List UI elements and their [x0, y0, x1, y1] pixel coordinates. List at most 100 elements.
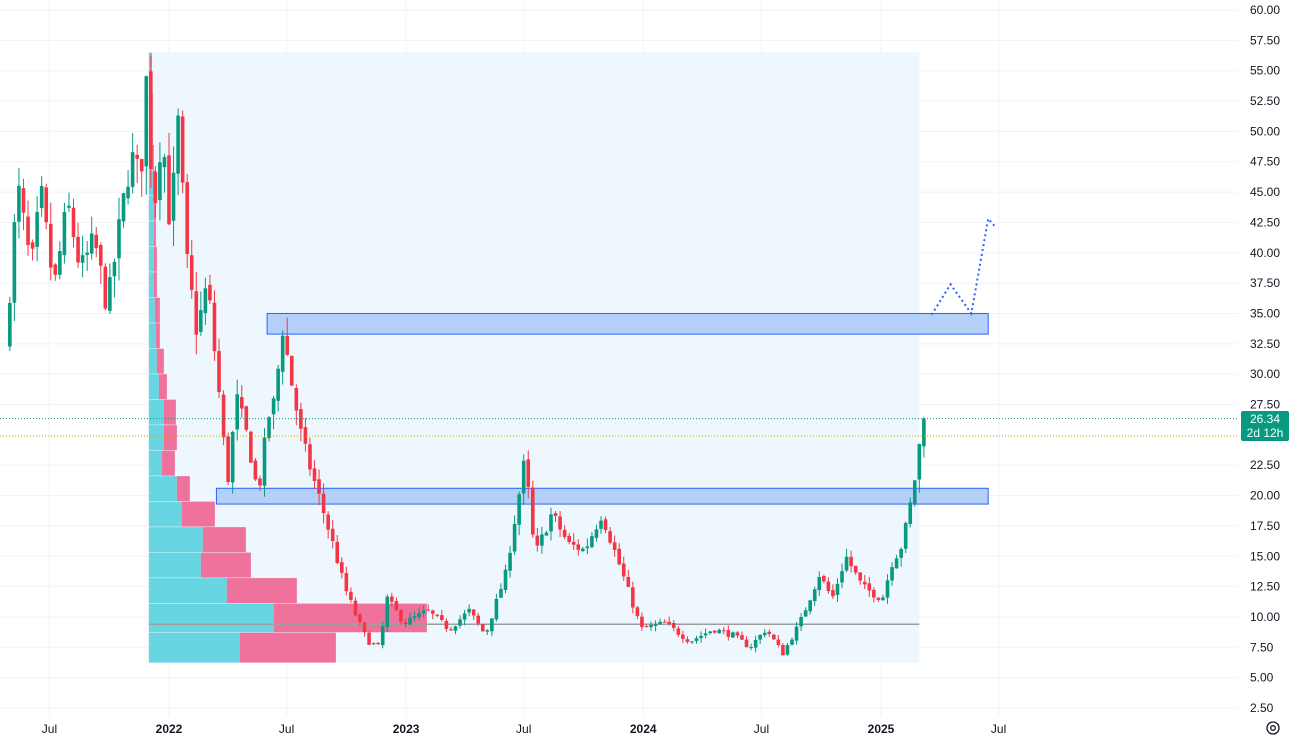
volume-bar-down [226, 578, 297, 604]
candle-body [785, 644, 790, 655]
candle-body [553, 513, 558, 517]
candle [585, 538, 590, 555]
candle [480, 623, 485, 632]
candle [76, 222, 80, 268]
projection-path[interactable] [930, 216, 996, 316]
candle-body [562, 529, 567, 537]
candle-body [922, 418, 926, 447]
volume-profile-range-background [148, 52, 920, 664]
candle-body [585, 546, 590, 549]
candle [17, 167, 21, 239]
volume-profile [148, 52, 427, 663]
candle [39, 176, 44, 217]
time-tick-label: Jul [42, 722, 57, 736]
candle [903, 521, 908, 553]
candle [794, 621, 799, 645]
volume-bar-up [148, 450, 162, 476]
candle-body [403, 622, 408, 625]
candle-body [881, 597, 885, 601]
volume-bar-down [181, 501, 215, 527]
candle-body [690, 641, 694, 643]
candle-body [158, 162, 162, 201]
candle [644, 624, 649, 628]
candle-body [180, 116, 185, 183]
candle-body [417, 613, 421, 618]
candle [735, 631, 740, 639]
candle-body [885, 580, 890, 598]
candle-body [126, 186, 130, 199]
candle [844, 548, 849, 573]
volume-bar-up [148, 552, 201, 578]
candle-body [185, 182, 189, 254]
price-tick-label: 30.00 [1250, 367, 1280, 381]
candle [430, 609, 435, 620]
candle [922, 416, 926, 458]
time-tick-label: Jul [754, 722, 769, 736]
candle [640, 612, 644, 631]
volume-bar-down [202, 527, 246, 553]
candle [708, 631, 712, 635]
candle [558, 511, 562, 538]
candle [635, 606, 640, 620]
candle-body [853, 565, 858, 573]
candle-body [790, 639, 794, 645]
last-price-lines [0, 418, 1238, 437]
candle-body [194, 291, 199, 335]
candle [849, 550, 853, 573]
candle-body [772, 634, 776, 640]
volume-bar-down [153, 221, 156, 247]
volume-bar-down [239, 632, 336, 663]
candle-body [717, 629, 722, 634]
candle [153, 166, 158, 218]
candle-body [617, 548, 621, 565]
candle-body [303, 427, 308, 444]
candle [8, 296, 12, 352]
candle-body [144, 76, 149, 167]
candle-body [808, 600, 812, 612]
candle [440, 609, 444, 622]
candle [44, 183, 49, 230]
candle [512, 515, 517, 555]
candle [435, 614, 440, 618]
candle [303, 418, 308, 452]
candle [535, 528, 540, 552]
price-tick-label: 7.50 [1250, 640, 1274, 654]
settings-icon[interactable] [1263, 718, 1283, 738]
candle [312, 460, 317, 489]
candle [694, 635, 699, 644]
candle-body [108, 277, 112, 311]
horizontal-zones[interactable] [215, 312, 989, 505]
candle [208, 274, 212, 305]
price-axis[interactable]: 60.00 57.50 55.00 52.50 50.00 47.50 45.00 42.50… [1250, 3, 1280, 715]
candle-body [872, 589, 876, 598]
candle [499, 583, 503, 598]
price-tick-label: 47.50 [1250, 155, 1280, 169]
volume-bar-up [148, 603, 274, 633]
candle-body [649, 624, 653, 628]
candle-body [326, 514, 330, 530]
time-axis[interactable]: Jul 2022 Jul 2023 Jul 2024 Jul 2025 Jul [42, 722, 1006, 736]
candle [80, 235, 85, 278]
candle [340, 557, 344, 579]
candle-body [521, 460, 526, 494]
candle-body [449, 629, 453, 631]
candle [799, 613, 803, 632]
candle [462, 609, 467, 626]
candle-body [121, 193, 126, 222]
candle-body [376, 642, 380, 645]
candlesticks [8, 55, 926, 656]
candle-body [631, 587, 635, 608]
volume-bar-up [148, 348, 157, 374]
candle-body [471, 609, 476, 616]
candle-body [676, 628, 681, 635]
candle-body [599, 520, 603, 529]
candle [772, 633, 776, 641]
candle-body [712, 630, 717, 633]
candle [576, 539, 581, 556]
candle-body [362, 622, 367, 633]
candle [408, 612, 412, 625]
volume-bar-up [148, 501, 182, 527]
candle-body [199, 310, 203, 332]
candle [690, 640, 694, 644]
